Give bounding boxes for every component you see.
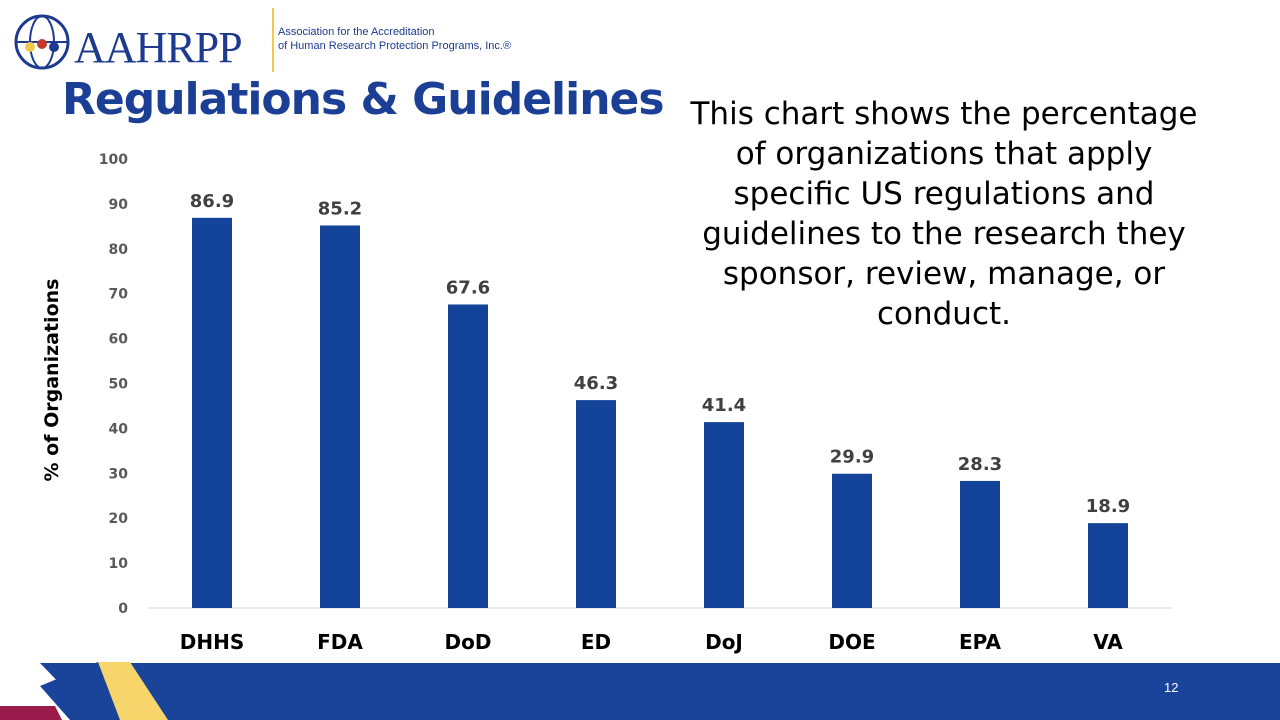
bar-ed [576, 400, 616, 608]
y-tick-label: 100 [99, 152, 128, 168]
x-tick-label: ED [581, 630, 611, 654]
page-number: 12 [1164, 680, 1179, 695]
bar-dhhs [192, 217, 232, 608]
slide-title: Regulations & Guidelines [62, 74, 665, 125]
y-tick-label: 0 [118, 601, 128, 617]
x-tick-label: EPA [959, 630, 1001, 654]
x-tick-label: FDA [317, 630, 363, 654]
footer-band [40, 663, 1280, 720]
footer-yellow-chevron [98, 662, 168, 720]
y-axis-label: % of Organizations [41, 279, 63, 482]
logo-wordmark: AAHRPP [74, 23, 243, 72]
y-tick-label: 90 [109, 197, 129, 213]
bar-epa [960, 480, 1000, 608]
bar-doe [832, 473, 872, 608]
data-label: 28.3 [958, 454, 1002, 475]
footer-crimson-shape [0, 706, 62, 720]
y-tick-label: 30 [109, 466, 129, 482]
y-tick-label: 60 [109, 332, 129, 348]
data-label: 41.4 [702, 395, 746, 416]
footer-decoration [0, 662, 1280, 720]
logo-divider [272, 8, 274, 72]
chart-labels: 86.9 DHHS 85.2 FDA 67.6 DoD 46.3 ED 41.4 DoJ 29.9 D… [180, 191, 1130, 654]
x-tick-label: VA [1093, 630, 1123, 654]
data-label: 46.3 [574, 373, 618, 394]
x-tick-label: DoJ [705, 630, 743, 654]
logo-subtitle: Association for the Accreditation of Hum… [278, 25, 511, 53]
x-tick-label: DoD [445, 630, 492, 654]
footer-blue-chevron [40, 662, 120, 720]
y-tick-label: 50 [109, 377, 129, 393]
y-tick-label: 70 [109, 287, 129, 303]
data-label: 18.9 [1086, 496, 1130, 517]
chart-axes: 0 10 20 30 40 50 60 70 80 90 100 % of Organizations [41, 152, 1172, 617]
y-tick-label: 40 [109, 421, 129, 437]
y-tick-label: 20 [109, 511, 129, 527]
slide-description: This chart shows the percentage of organ… [690, 96, 1198, 332]
aahrpp-logo: AAHRPP Association for the Accreditation… [14, 8, 554, 74]
bar-doj [704, 422, 744, 608]
data-label: 85.2 [318, 198, 362, 219]
bar-va [1088, 523, 1128, 608]
logo-subtitle-line-2: of Human Research Protection Programs, I… [278, 40, 512, 52]
data-label: 29.9 [830, 447, 874, 468]
x-tick-label: DOE [828, 630, 875, 654]
logo-subtitle-line-1: Association for the Accreditation [278, 26, 435, 38]
x-tick-label: DHHS [180, 630, 244, 654]
bar-dod [448, 304, 488, 608]
bar-fda [320, 225, 360, 608]
globe-icon [14, 14, 70, 70]
data-label: 67.6 [446, 277, 490, 298]
data-label: 86.9 [190, 191, 234, 212]
y-tick-label: 10 [109, 556, 129, 572]
chart-bars [192, 217, 1128, 608]
y-tick-label: 80 [109, 242, 129, 258]
